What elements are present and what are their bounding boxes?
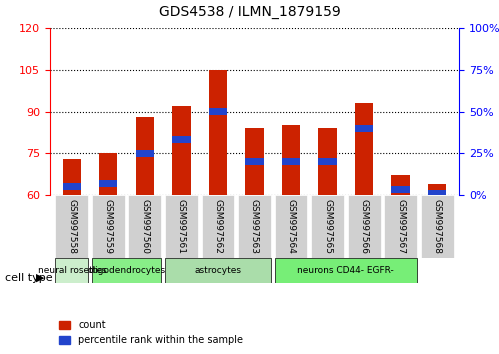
Bar — [246, 128, 263, 195]
Text: GSM997567: GSM997567 — [396, 199, 405, 254]
Text: GSM997559: GSM997559 — [104, 199, 113, 254]
FancyBboxPatch shape — [55, 195, 88, 258]
Text: GSM997558: GSM997558 — [67, 199, 76, 254]
Text: GSM997563: GSM997563 — [250, 199, 259, 254]
FancyBboxPatch shape — [274, 258, 417, 283]
Text: oligodendrocytes: oligodendrocytes — [87, 266, 166, 275]
Text: GSM997566: GSM997566 — [360, 199, 369, 254]
Bar — [63, 183, 81, 190]
FancyBboxPatch shape — [238, 195, 271, 258]
Text: GSM997560: GSM997560 — [140, 199, 149, 254]
Bar — [209, 108, 227, 115]
Bar — [136, 150, 154, 156]
FancyBboxPatch shape — [311, 195, 344, 258]
FancyBboxPatch shape — [55, 258, 88, 283]
Bar — [392, 186, 410, 193]
Bar — [282, 125, 300, 195]
FancyBboxPatch shape — [165, 258, 271, 283]
Bar — [355, 103, 373, 195]
FancyBboxPatch shape — [348, 195, 381, 258]
Bar — [355, 125, 373, 132]
FancyBboxPatch shape — [274, 195, 307, 258]
FancyBboxPatch shape — [128, 195, 161, 258]
Text: astrocytes: astrocytes — [195, 266, 242, 275]
FancyBboxPatch shape — [421, 195, 454, 258]
Legend: count, percentile rank within the sample: count, percentile rank within the sample — [55, 316, 247, 349]
FancyBboxPatch shape — [165, 195, 198, 258]
Text: ▶: ▶ — [36, 273, 45, 283]
Bar — [318, 128, 337, 195]
Bar — [209, 70, 227, 195]
FancyBboxPatch shape — [202, 195, 235, 258]
Bar — [392, 175, 410, 195]
Text: GSM997562: GSM997562 — [214, 199, 223, 254]
Text: GSM997568: GSM997568 — [433, 199, 442, 254]
Text: cell type: cell type — [5, 273, 52, 283]
Text: neurons CD44- EGFR-: neurons CD44- EGFR- — [297, 266, 394, 275]
Bar — [428, 184, 446, 195]
Text: GSM997564: GSM997564 — [286, 199, 295, 254]
Bar — [246, 158, 263, 165]
Text: GDS4538 / ILMN_1879159: GDS4538 / ILMN_1879159 — [159, 5, 340, 19]
Bar — [172, 136, 191, 143]
Bar — [428, 190, 446, 196]
FancyBboxPatch shape — [92, 258, 161, 283]
Text: GSM997565: GSM997565 — [323, 199, 332, 254]
FancyBboxPatch shape — [384, 195, 417, 258]
Bar — [172, 106, 191, 195]
Bar — [318, 158, 337, 165]
Bar — [99, 153, 117, 195]
Bar — [63, 159, 81, 195]
Bar — [282, 158, 300, 165]
Bar — [136, 117, 154, 195]
Bar — [99, 179, 117, 187]
Text: GSM997561: GSM997561 — [177, 199, 186, 254]
Text: neural rosettes: neural rosettes — [37, 266, 106, 275]
FancyBboxPatch shape — [92, 195, 125, 258]
